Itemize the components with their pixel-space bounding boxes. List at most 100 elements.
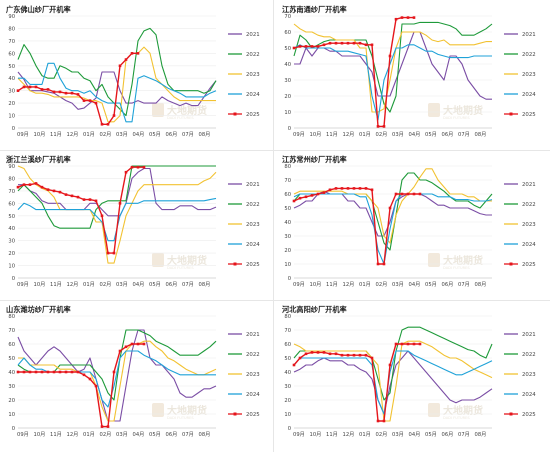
series-line-2025	[293, 16, 414, 128]
legend-label: 2022	[522, 202, 536, 208]
watermark-subtext: DADI FUTURES	[443, 266, 470, 270]
x-tick-label: 02月	[376, 281, 388, 288]
x-tick-label: 06月	[442, 131, 454, 138]
x-tick-label: 10月	[34, 131, 46, 138]
legend-item-2025: 2025	[228, 112, 260, 118]
legend-item-2023: 2023	[228, 72, 260, 78]
y-tick-label: 70	[8, 328, 15, 334]
series-marker-2025	[364, 353, 368, 357]
legend-item-2023: 2023	[504, 222, 536, 228]
series-marker-2025	[298, 356, 302, 360]
series-marker-2025	[394, 17, 398, 21]
x-tick-label: 03月	[116, 431, 128, 438]
series-line-2021	[293, 190, 492, 237]
x-tick-label: 11月	[326, 281, 338, 288]
series-marker-2025	[130, 52, 134, 55]
y-tick-label: 30	[284, 384, 291, 390]
y-tick-label: 70	[284, 178, 291, 184]
legend-label: 2023	[246, 72, 260, 78]
legend-label: 2023	[246, 222, 260, 228]
x-tick-label: 03月	[116, 131, 128, 138]
x-tick-label: 01月	[83, 131, 95, 138]
y-tick-label: 40	[284, 220, 291, 226]
legend-item-2023: 2023	[228, 222, 260, 228]
x-tick-label: 08月	[199, 431, 211, 438]
x-tick-label: 11月	[50, 131, 62, 138]
series-line-2024	[293, 193, 493, 265]
series-marker-2025	[340, 41, 344, 45]
x-tick-label: 03月	[116, 281, 128, 288]
x-tick-label: 06月	[166, 281, 178, 288]
watermark-subtext: DADI FUTURES	[443, 416, 470, 420]
x-tick-label: 06月	[166, 431, 178, 438]
x-tick-label: 10月	[310, 131, 322, 138]
x-tick-label: 12月	[67, 131, 79, 138]
series-marker-2025	[64, 193, 68, 196]
x-tick-label: 02月	[376, 431, 388, 438]
legend-item-2024: 2024	[504, 92, 536, 98]
legend-label: 2024	[522, 392, 536, 398]
legend-label: 2024	[522, 92, 536, 98]
x-tick-label: 02月	[376, 131, 388, 138]
series-marker-2025	[376, 419, 380, 423]
legend-label: 2023	[246, 372, 260, 378]
series-marker-2025	[40, 88, 44, 91]
y-tick-label: 80	[284, 314, 291, 320]
series-marker-2025	[388, 363, 392, 367]
series-marker-2025	[40, 370, 44, 374]
series-marker-2025	[130, 342, 134, 346]
legend-marker	[509, 112, 513, 116]
x-tick-label: 01月	[359, 431, 371, 438]
chart-panel-changzhou: 江苏常州纱厂开机率 大地期货 DADI FUTURES 0 10 20 30 40 50 60 70…	[278, 152, 548, 298]
chart-title: 河北高阳纱厂开机率	[282, 305, 347, 314]
legend-label: 2024	[246, 392, 260, 398]
series-marker-2025	[388, 54, 392, 58]
series-marker-2025	[328, 188, 332, 192]
series-line-2021	[18, 167, 217, 217]
series-marker-2025	[310, 194, 314, 197]
legend-marker	[233, 112, 237, 116]
series-marker-2025	[22, 370, 26, 374]
series-marker-2025	[304, 45, 308, 48]
horizontal-divider-1	[0, 150, 550, 151]
legend-label: 2023	[522, 372, 536, 378]
legend-label: 2021	[522, 182, 536, 188]
series-marker-2025	[358, 353, 362, 357]
series-marker-2025	[112, 114, 116, 117]
series-marker-2025	[400, 192, 404, 196]
series-marker-2025	[304, 195, 308, 199]
series-marker-2025	[370, 188, 374, 192]
chart-title: 广东佛山纱厂开机率	[6, 5, 71, 14]
x-tick-label: 02月	[100, 431, 112, 438]
y-tick-label: 0	[12, 276, 15, 282]
legend-label: 2025	[522, 412, 536, 418]
chart-title: 山东潍坊纱厂开机率	[6, 305, 71, 314]
watermark-logo-icon	[152, 103, 164, 117]
x-tick-label: 08月	[199, 131, 211, 138]
series-marker-2025	[406, 342, 410, 346]
legend-item-2024: 2024	[504, 392, 536, 398]
series-marker-2025	[382, 125, 386, 128]
x-tick-label: 08月	[475, 431, 487, 438]
x-tick-label: 06月	[442, 281, 454, 288]
y-tick-label: 60	[8, 51, 15, 57]
series-marker-2025	[334, 41, 338, 45]
legend-item-2025: 2025	[504, 262, 536, 268]
y-tick-label: 20	[284, 398, 291, 404]
series-marker-2025	[28, 370, 32, 374]
y-tick-label: 20	[284, 94, 291, 100]
legend-label: 2021	[246, 182, 260, 188]
series-marker-2025	[304, 352, 308, 356]
x-tick-label: 07月	[182, 431, 194, 438]
legend-item-2025: 2025	[504, 112, 536, 118]
series-line-2025	[293, 187, 420, 265]
x-tick-label: 12月	[343, 281, 355, 288]
series-marker-2025	[412, 16, 416, 19]
series-marker-2025	[340, 187, 344, 190]
legend-item-2022: 2022	[228, 202, 260, 208]
series-marker-2025	[334, 352, 338, 356]
x-tick-label: 10月	[310, 431, 322, 438]
legend-item-2022: 2022	[504, 52, 536, 58]
